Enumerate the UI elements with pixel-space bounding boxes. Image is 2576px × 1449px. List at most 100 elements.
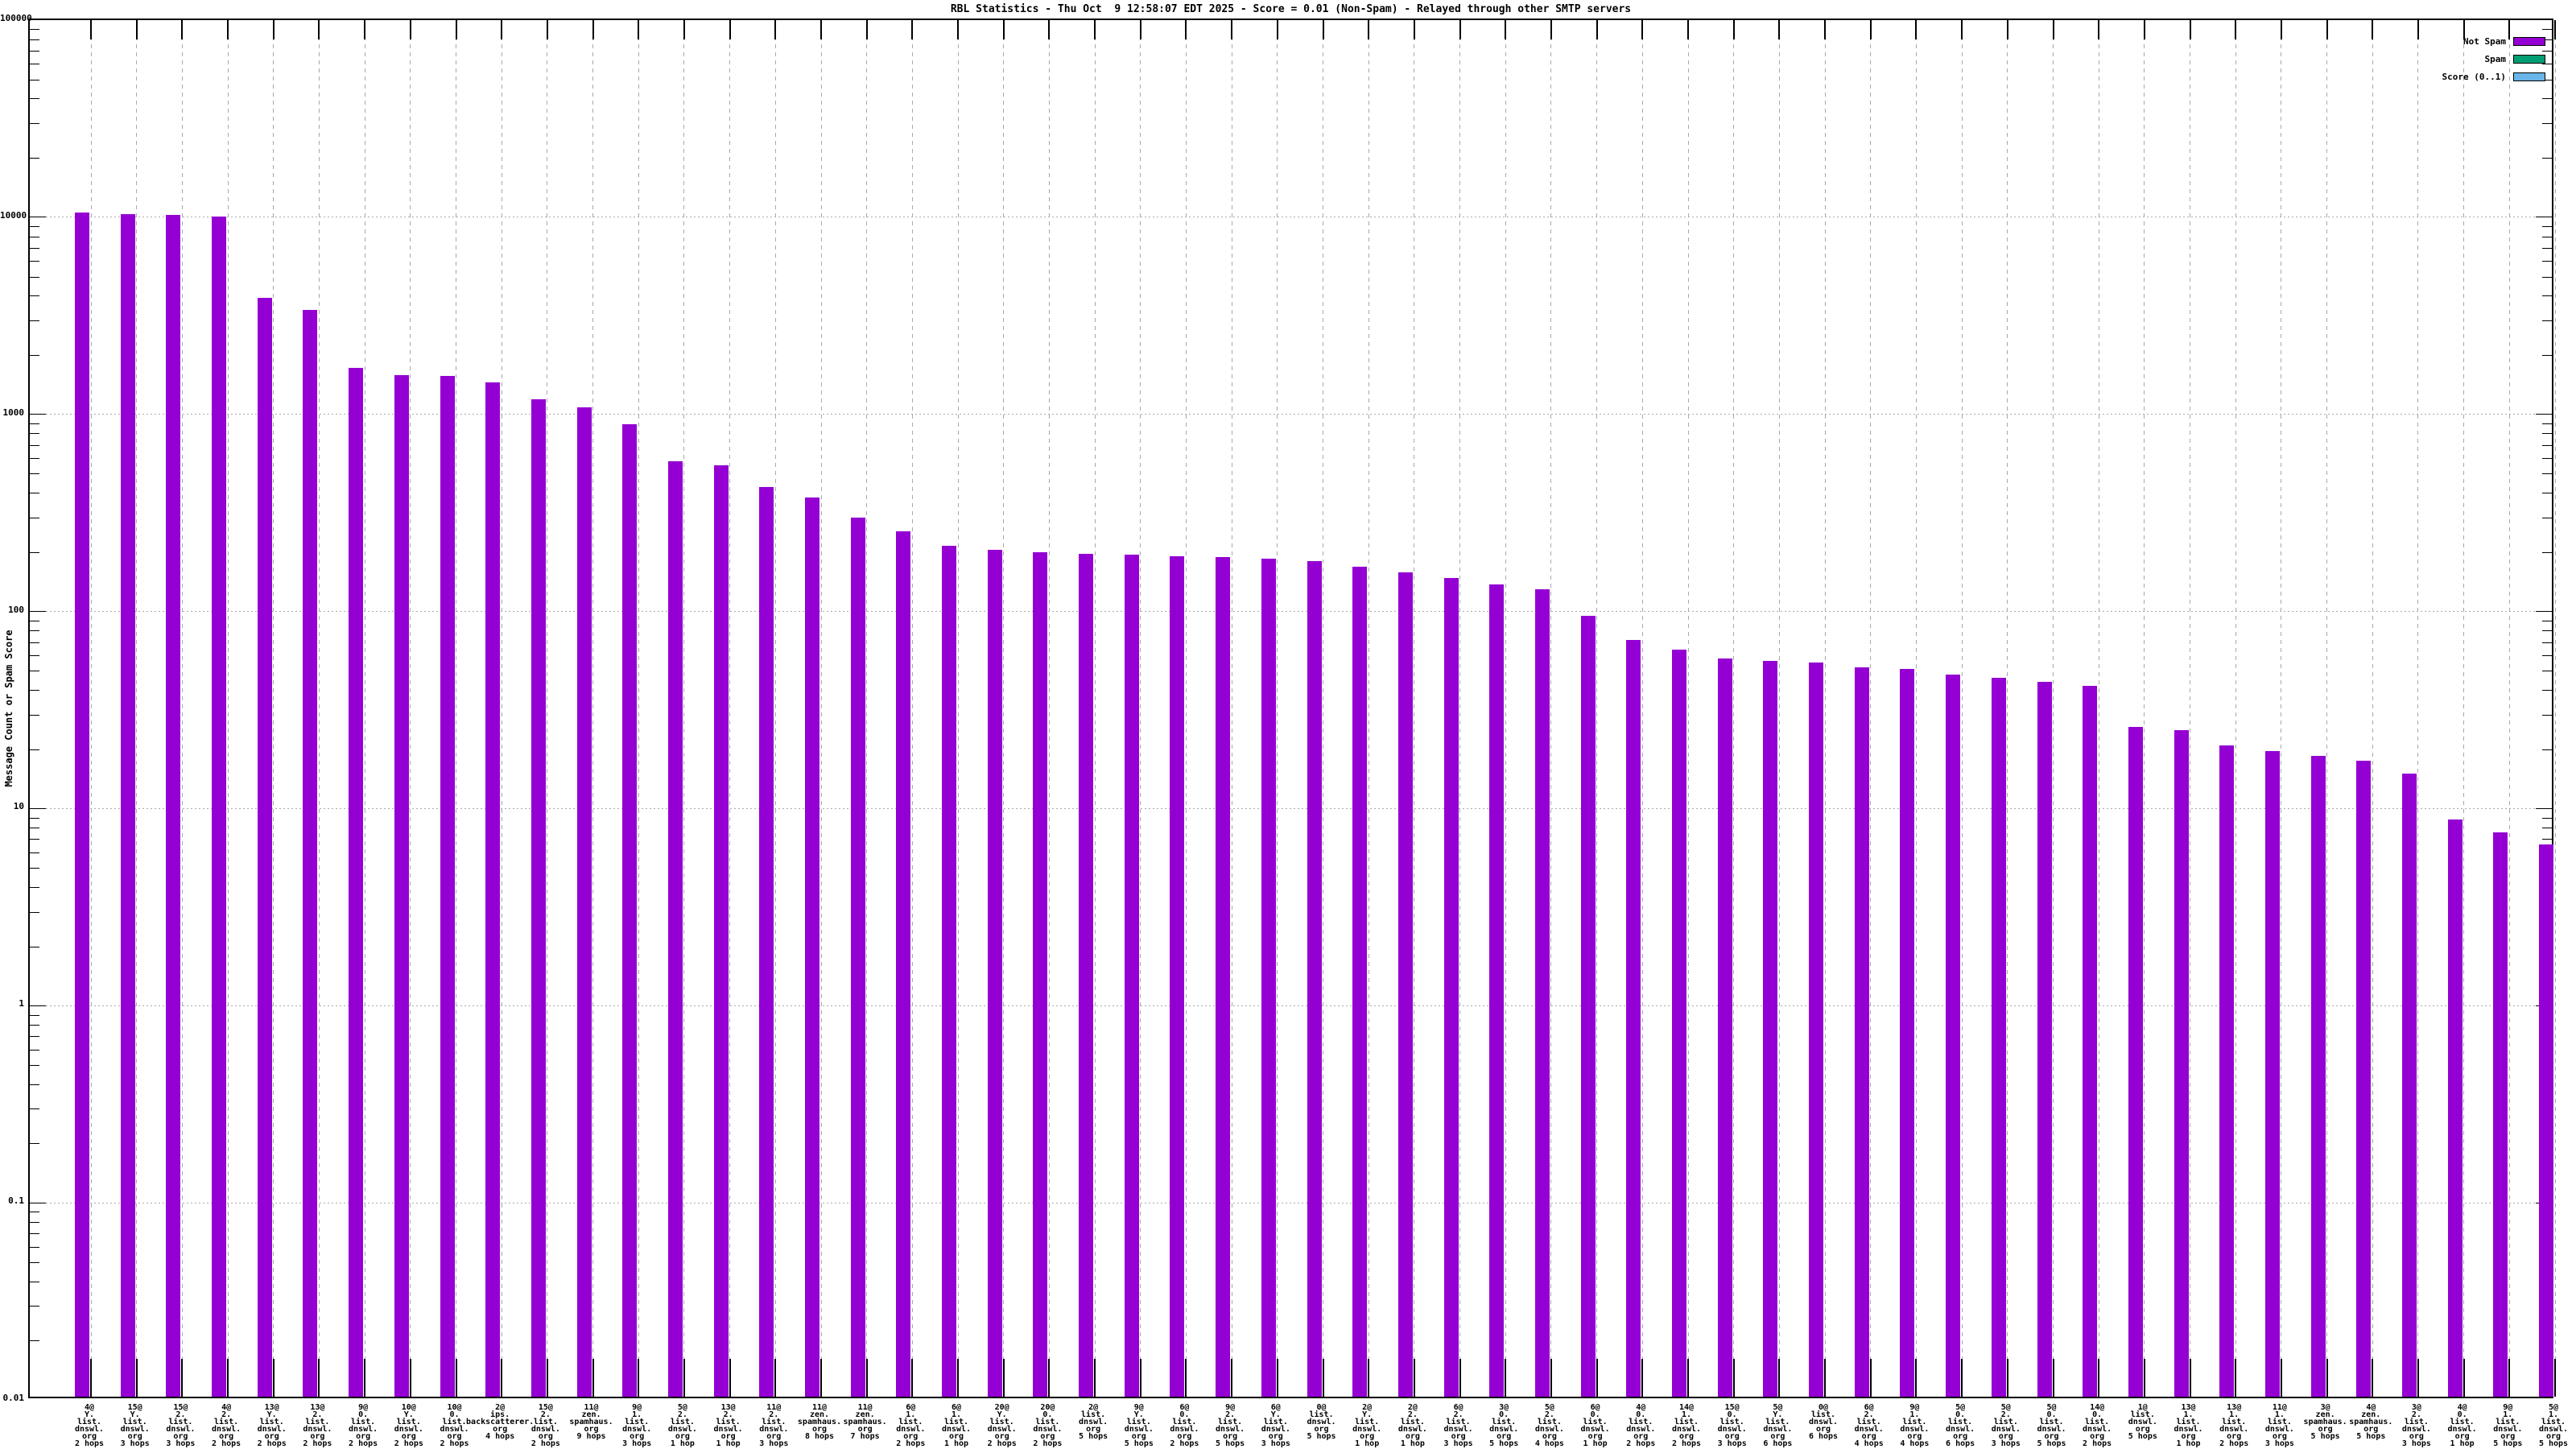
bar-not-spam — [1216, 557, 1231, 1397]
x-category-label-line: 5 hops — [1307, 1432, 1336, 1441]
x-category-label: 11@ 1. list. dnswl. org 3 hops — [2231, 1404, 2328, 1448]
y-tick-label: 0.1 — [8, 1195, 24, 1207]
x-gridline — [638, 20, 639, 1397]
x-category-label-line: org — [447, 1432, 462, 1441]
x-category-label-line: 15@ — [173, 1403, 188, 1412]
x-category-label-line: 2 hops — [394, 1439, 423, 1448]
x-category-label-line: org — [1177, 1432, 1192, 1441]
x-category-label-line: org — [903, 1432, 919, 1441]
legend: Not Spam Spam Score (0..1) — [2442, 32, 2545, 85]
bar-not-spam — [75, 212, 89, 1397]
x-top-tick — [227, 20, 229, 39]
x-category-label: 11@ zen. spamhaus. org 9 hops — [543, 1403, 640, 1441]
x-category-label-line: 5@ — [2000, 1403, 2011, 1412]
x-category-label: 6@ 0. list. dnswl. org 1 hop — [1547, 1404, 1644, 1448]
bar-not-spam — [1397, 572, 1413, 1397]
x-category-label-line: dnswl. — [2538, 1425, 2569, 1434]
x-category-label-line: 1. — [2548, 1410, 2559, 1419]
bar-not-spam — [2264, 751, 2280, 1397]
x-category-label-line: 2. — [1453, 1410, 1463, 1419]
x-category-label-line: org — [584, 1425, 599, 1434]
y-minor-tick — [30, 911, 39, 913]
x-top-tick — [90, 20, 92, 39]
y-minor-tick — [30, 852, 39, 853]
x-gridline — [1596, 20, 1598, 1397]
x-category-label-line: 2. — [2000, 1410, 2011, 1419]
y-minor-tick — [30, 123, 39, 124]
x-category-label-line: 14@ — [1678, 1403, 1695, 1412]
x-category-label-line: org — [1496, 1432, 1512, 1441]
x-top-tick — [2052, 20, 2054, 39]
bar-not-spam — [212, 216, 227, 1397]
x-category-label-line: 2@ — [1088, 1403, 1099, 1412]
x-category-label-line: 2 hops — [1170, 1439, 1199, 1448]
y-minor-tick — [30, 1306, 39, 1307]
x-category-label: 6@ 1. list. dnswl. org 1 hop — [908, 1404, 1005, 1448]
y-minor-tick — [30, 1340, 39, 1342]
x-category-label: 9@ 1. list. dnswl. org 3 hops — [588, 1404, 685, 1448]
x-category-label-line: dnswl. — [2401, 1425, 2431, 1434]
x-category-label-line: 1. — [1681, 1410, 1692, 1419]
x-category-label-line: 6@ — [1270, 1403, 1281, 1412]
x-category-label-line: dnswl. — [1170, 1425, 1199, 1434]
x-top-tick — [1231, 20, 1233, 39]
chart-title: RBL Statistics - Thu Oct 9 12:58:07 EDT … — [950, 3, 1632, 15]
y-axis-title: Message Count or Spam Score — [3, 630, 14, 787]
x-category-label-line: dnswl. — [1489, 1425, 1519, 1434]
x-category-label-line: list. — [2130, 1410, 2155, 1419]
x-category-label-line: 5@ — [1773, 1403, 1783, 1412]
x-category-label-line: org — [1998, 1432, 2013, 1441]
x-category-label: 10@ Y. list. dnswl. org 2 hops — [361, 1404, 457, 1448]
x-category-label-line: 5 hops — [2538, 1439, 2569, 1448]
x-top-tick — [1322, 20, 1324, 39]
bar-not-spam — [349, 368, 364, 1397]
x-category-label-line: org — [493, 1425, 508, 1434]
x-category-label-line: list. — [1309, 1410, 1334, 1419]
x-category-label-line: 4@ — [221, 1403, 232, 1412]
x-gridline — [1778, 20, 1780, 1397]
x-category-label-line: dnswl. — [1900, 1425, 1930, 1434]
x-category-label-line: Y. — [1773, 1410, 1783, 1419]
x-category-label-line: 6 hops — [1946, 1439, 1975, 1448]
bar-not-spam — [2128, 726, 2143, 1397]
bar-not-spam — [2174, 730, 2189, 1397]
x-category-label-line: 3 hops — [120, 1439, 150, 1448]
x-bottom-tick — [2508, 1359, 2511, 1397]
x-category-label-line: Y. — [997, 1410, 1007, 1419]
bar-not-spam — [166, 215, 181, 1397]
bar-not-spam — [530, 399, 546, 1397]
x-category-label: 2@ Y. list. dnswl. org 1 hop — [1319, 1404, 1415, 1448]
x-gridline — [1733, 20, 1735, 1397]
x-top-tick — [546, 20, 548, 39]
x-category-label-line: 11@ — [584, 1403, 599, 1412]
x-category-label-line: list. — [943, 1418, 969, 1426]
x-category-label-line: 0. — [1955, 1410, 1966, 1419]
x-category-label-line: 4@ — [1636, 1403, 1646, 1412]
x-bottom-tick — [592, 1359, 594, 1397]
x-category-label-line: 9@ — [1133, 1403, 1144, 1412]
x-category-label-line: 13@ — [2227, 1403, 2242, 1412]
x-category-label-line: 0. — [1042, 1410, 1053, 1419]
x-category-label: 9@ Y. list. dnswl. org 5 hops — [1091, 1403, 1187, 1448]
x-category-label-line: dnswl. — [1534, 1425, 1564, 1434]
x-top-tick — [455, 20, 457, 39]
x-category-label-line: org — [766, 1432, 782, 1441]
y-minor-tick — [30, 1014, 39, 1016]
x-category-label-line: 1 hop — [2176, 1439, 2201, 1448]
x-category-label-line: spamhaus. — [797, 1418, 842, 1426]
x-bottom-tick — [90, 1359, 92, 1397]
bar-not-spam — [1443, 577, 1459, 1397]
x-category-label-line: list. — [2450, 1418, 2475, 1426]
x-category-label-line: 5 hops — [1489, 1439, 1519, 1448]
bar-not-spam — [2037, 681, 2052, 1397]
x-category-label: 5@ 2. list. dnswl. org 3 hops — [1958, 1403, 2054, 1448]
x-top-tick — [957, 20, 959, 39]
x-category-label-line: 3 hops — [622, 1439, 652, 1448]
x-category-label-line: 0. — [1727, 1410, 1737, 1419]
x-category-label-line: dnswl. — [530, 1425, 560, 1434]
x-gridline — [866, 20, 868, 1397]
x-gridline — [410, 20, 411, 1397]
x-top-tick — [911, 20, 914, 39]
x-category-label-line: dnswl. — [2083, 1425, 2112, 1434]
x-category-label-line: 2 hops — [74, 1439, 105, 1448]
